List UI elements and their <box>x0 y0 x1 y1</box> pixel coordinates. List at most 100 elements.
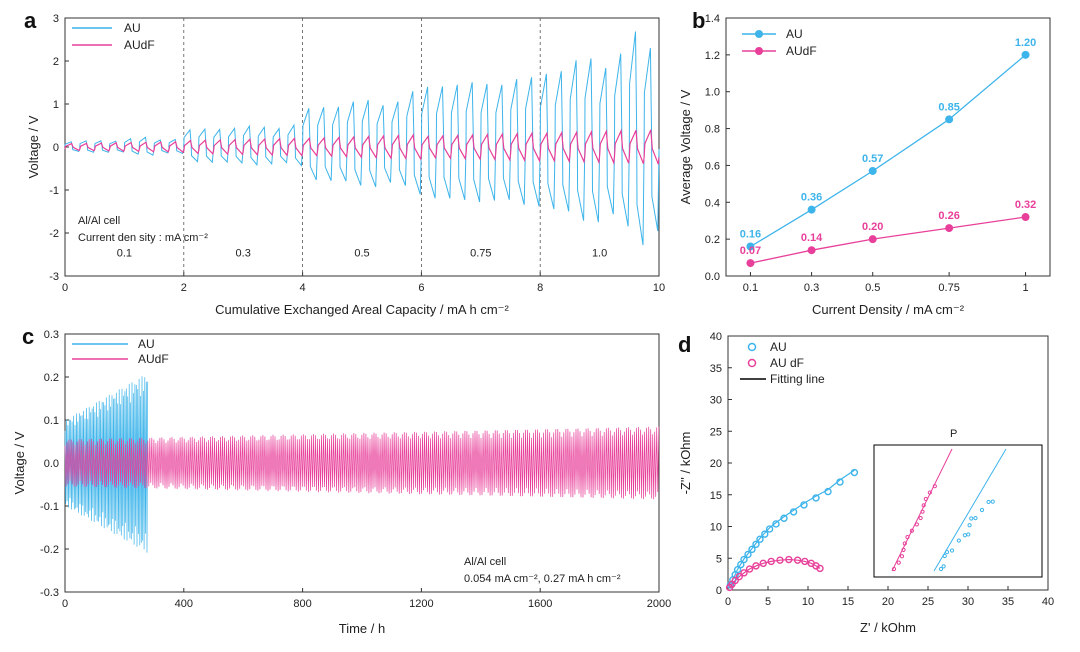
panel-b-audf-point <box>746 259 755 268</box>
panel-d-xtick-label: 35 <box>1002 596 1014 608</box>
panel-b-audf-data-label: 0.07 <box>740 245 761 257</box>
panel-b: b 0.1 0.3 0.5 0.75 1 0.0 0.2 0.4 0.6 0.8 1.0 1.2 1.4… <box>678 8 1051 317</box>
panel-d-audf-point <box>731 576 739 585</box>
panel-d-xtick-label: 25 <box>922 596 934 608</box>
panel-d-inset-au-point <box>956 538 961 543</box>
panel-b-au-data-label: 1.20 <box>1015 37 1036 49</box>
panel-a-xtick-label: 6 <box>418 282 424 294</box>
panel-c-xtick-label: 1200 <box>409 598 433 610</box>
panel-a-xtick-label: 8 <box>537 282 543 294</box>
panel-d-inset-audf-point <box>909 528 915 533</box>
panel-a-rate-label: 0.1 <box>117 248 132 260</box>
panel-d-inset-audf-point <box>918 515 923 521</box>
panel-b-xtick-label: 0.5 <box>865 282 880 294</box>
panel-b-xlabel: Current Density / mA cm⁻² <box>812 302 965 317</box>
panel-d-inset-audf-point <box>901 547 906 552</box>
panel-b-frame <box>725 17 1051 277</box>
panel-a-xtick-label: 2 <box>181 282 187 294</box>
panel-d-legend-au: AU <box>770 340 787 354</box>
panel-d-inset-audf-point <box>921 503 926 508</box>
panel-c-xtick-label: 800 <box>293 598 311 610</box>
panel-a-xtick-label: 0 <box>62 282 68 294</box>
panel-a-ytick-label: -2 <box>49 228 59 240</box>
panel-d-au-point <box>761 530 769 538</box>
panel-d-audf-point <box>793 556 802 564</box>
panel-d-inset-au-point <box>942 553 947 559</box>
panel-d-ytick-label: 40 <box>710 331 722 343</box>
panel-d-xtick-label: 30 <box>962 596 974 608</box>
panel-d-inset-title: P <box>950 428 957 440</box>
panel-c-ytick-label: 0.0 <box>44 458 59 470</box>
panel-d-au-point <box>733 565 742 574</box>
panel-b-audf-line <box>750 216 1026 264</box>
panel-b-au-point <box>807 205 816 214</box>
panel-a-ytick-label: -3 <box>49 271 59 283</box>
panel-b-audf-point <box>807 246 816 255</box>
panel-d-au-point <box>836 478 844 486</box>
panel-b-audf-point <box>1021 213 1030 222</box>
panel-a-xlabel: Cumulative Exchanged Areal Capacity / mA… <box>215 302 509 317</box>
panel-b-audf-data-label: 0.32 <box>1015 199 1036 211</box>
panel-b-au-data-label: 0.57 <box>862 153 883 165</box>
panel-d-au-fit-line <box>729 469 855 586</box>
panel-a-xtick-label: 10 <box>653 282 665 294</box>
panel-d-audf-point <box>759 559 767 568</box>
panel-d-xtick-label: 40 <box>1042 596 1054 608</box>
panel-a-annotation-2: Current den sity : mA cm⁻² <box>78 232 208 244</box>
panel-c-ytick-label: -0.1 <box>40 501 59 513</box>
panel-d-au-point <box>850 468 859 477</box>
panel-a-ylabel: Voltage / V <box>26 115 41 178</box>
panel-b-legend-audf-marker <box>755 47 763 55</box>
panel-c-letter: c <box>22 324 34 349</box>
panel-b-audf-data-label: 0.20 <box>862 221 883 233</box>
panel-d-au-point <box>748 545 756 554</box>
panel-a-annotation-1: Al/Al cell <box>78 215 120 227</box>
panel-c-ytick-label: 0.3 <box>44 329 59 341</box>
panel-b-legend-audf: AUdF <box>786 44 817 58</box>
panel-d-audf-point <box>776 556 784 564</box>
panel-c-xtick-label: 0 <box>62 598 68 610</box>
panel-d-ytick-label: 5 <box>716 553 722 565</box>
panel-a-rate-label: 1.0 <box>592 248 607 260</box>
panel-d-inset-au-point <box>990 499 995 504</box>
panel-d-au-point <box>765 525 774 533</box>
panel-d-audf-point <box>745 565 754 573</box>
panel-d-inset-audf-point <box>905 535 910 540</box>
panel-a-rate-label: 0.5 <box>354 248 369 260</box>
panel-d-audf-point <box>735 572 743 581</box>
panel-d-inset-au-point <box>938 566 944 572</box>
panel-b-ytick-label: 0.2 <box>705 234 720 246</box>
panel-c-xtick-label: 2000 <box>647 598 671 610</box>
panel-d-inset-audf-point <box>920 509 925 514</box>
panel-d-inset-audf-point <box>896 560 901 565</box>
panel-d-au-point <box>756 535 764 543</box>
panel-a-xtick-label: 4 <box>300 282 306 294</box>
panel-d-au-point <box>812 494 820 502</box>
panel-d-ytick-label: 25 <box>710 426 722 438</box>
panel-d-au-point <box>780 514 788 522</box>
panel-d-audf-point <box>752 562 760 570</box>
panel-a-au-line <box>64 31 660 246</box>
panel-c-ytick-label: 0.1 <box>44 415 59 427</box>
panel-d-inset-au-point <box>966 532 971 537</box>
panel-d-inset-au-point <box>941 564 946 569</box>
panel-c-ytick-label: -0.2 <box>40 544 59 556</box>
panel-d-inset-au-point <box>969 516 974 521</box>
panel-d-xtick-label: 10 <box>802 596 814 608</box>
panel-b-au-data-label: 0.36 <box>801 192 822 204</box>
panel-a-rate-label: 0.75 <box>470 248 491 260</box>
panel-b-ytick-label: 0.0 <box>705 271 720 283</box>
panel-d-xtick-label: 5 <box>765 596 771 608</box>
panel-a-legend-audf: AUdF <box>124 38 155 52</box>
panel-d-inset-au-point <box>979 507 985 513</box>
panel-c-annotation-1: Al/Al cell <box>464 556 506 568</box>
panel-d-legend-audf-marker <box>747 358 757 368</box>
panel-b-audf-point <box>945 224 954 233</box>
panel-d-xtick-label: 20 <box>882 596 894 608</box>
panel-b-xtick-label: 0.3 <box>804 282 819 294</box>
panel-d-audf-point <box>740 569 748 577</box>
panel-d-ytick-label: 20 <box>710 458 722 470</box>
panel-c-audf-line <box>64 426 660 500</box>
panel-d-au-point <box>740 555 748 564</box>
